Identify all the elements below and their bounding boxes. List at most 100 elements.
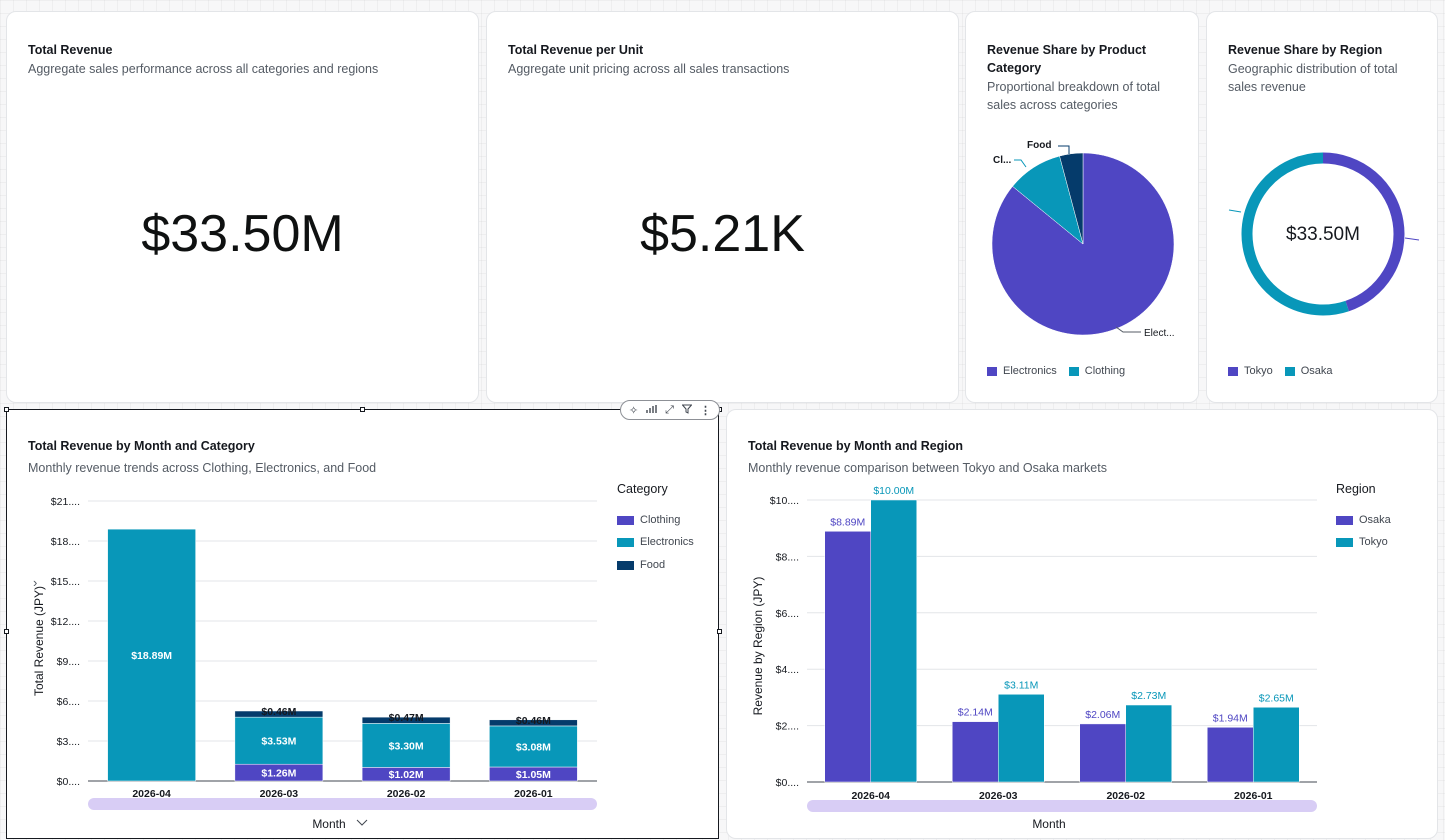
legend-item-osaka[interactable]: Osaka	[1336, 514, 1391, 526]
resize-handle[interactable]	[360, 407, 365, 412]
legend-item-clothing[interactable]: Clothing	[617, 514, 680, 526]
bar-osaka-2026-02[interactable]	[1079, 723, 1126, 783]
pie-category-card[interactable]: Revenue Share by Product Category Propor…	[965, 11, 1199, 403]
legend-label: Tokyo	[1244, 365, 1273, 377]
legend-label: Osaka	[1359, 514, 1391, 526]
callout-label-food: Food	[1027, 140, 1051, 151]
y-tick-label: $12....	[51, 616, 80, 628]
card-subtitle-line: sales revenue	[1228, 80, 1306, 94]
visual-toolbar: ✧ ⤢ ⋮	[620, 400, 720, 420]
donut-region-card[interactable]: Revenue Share by Region Geographic distr…	[1206, 11, 1438, 403]
data-label: $1.94M	[1213, 712, 1248, 724]
y-tick-label: $0....	[57, 776, 80, 788]
card-title-line: Category	[987, 61, 1042, 75]
bar-tokyo-2026-03[interactable]	[998, 694, 1045, 783]
legend-label: Food	[640, 559, 666, 571]
donut-legend: Tokyo Osaka	[1228, 365, 1333, 377]
data-label: $3.08M	[516, 741, 551, 753]
data-label: $3.30M	[389, 740, 424, 752]
card-title: Total Revenue per Unit	[508, 43, 644, 57]
resize-handle[interactable]	[4, 407, 9, 412]
bar-electronics-2026-03[interactable]	[234, 716, 324, 765]
expand-icon[interactable]: ⤢	[665, 403, 674, 416]
x-scroll-track[interactable]	[88, 798, 597, 810]
card-subtitle: Aggregate unit pricing across all sales …	[508, 62, 790, 76]
legend-swatch	[617, 560, 634, 570]
legend-item-electronics[interactable]: Electronics	[617, 536, 694, 548]
x-axis-chevron-icon[interactable]	[356, 819, 368, 826]
data-label: $8.89M	[830, 516, 865, 528]
sparkle-icon[interactable]: ✧	[628, 404, 639, 417]
bar-food-2026-03[interactable]	[234, 710, 324, 718]
data-label: $1.02M	[389, 769, 424, 781]
data-label: $2.73M	[1131, 690, 1166, 702]
legend-swatch	[617, 515, 634, 525]
bar-electronics-2026-01[interactable]	[489, 725, 578, 768]
bar-osaka-2026-03[interactable]	[952, 721, 999, 783]
x-tick-label: 2026-02	[1106, 790, 1145, 802]
x-axis-label: Month	[312, 817, 345, 831]
kpi-revenue-per-unit-card[interactable]: Total Revenue per Unit Aggregate unit pr…	[486, 11, 959, 403]
y-tick-label: $4....	[776, 664, 799, 676]
legend-title: Region	[1336, 482, 1376, 496]
card-subtitle: Proportional breakdown of total sales ac…	[987, 78, 1160, 114]
bar-electronics-2026-04[interactable]	[107, 528, 196, 782]
card-subtitle-line: sales across categories	[987, 98, 1118, 112]
card-title: Total Revenue by Month and Category	[28, 439, 255, 453]
kpi-value: $33.50M	[141, 205, 344, 263]
legend-swatch	[1284, 366, 1295, 376]
resize-handle[interactable]	[4, 629, 9, 634]
bar-food-2026-01[interactable]	[489, 719, 578, 727]
more-options-icon[interactable]: ⋮	[699, 404, 711, 417]
callout-label-electronics: Elect...	[1144, 328, 1175, 339]
y-tick-label: $8....	[776, 551, 799, 563]
callout-line-electronics	[1115, 326, 1141, 333]
y-tick-label: $15....	[51, 576, 80, 588]
legend-label: Clothing	[640, 514, 681, 526]
pie-slice-food[interactable]	[1059, 152, 1084, 245]
bar-osaka-2026-04[interactable]	[824, 531, 871, 783]
y-tick-label: $2....	[776, 721, 799, 733]
y-axis-label: Total Revenue (JPY)	[32, 586, 46, 696]
donut-slice-osaka[interactable]	[1322, 152, 1405, 312]
bar-tokyo-2026-04[interactable]	[870, 499, 917, 783]
y-tick-label: $21....	[51, 496, 80, 508]
card-subtitle-line: Geographic distribution of total	[1228, 62, 1398, 76]
bar-tokyo-2026-02[interactable]	[1125, 704, 1172, 783]
chart-type-icon[interactable]	[646, 404, 657, 417]
bar-category-card[interactable]: ✧ ⤢ ⋮ Total Revenue by Month and Categor…	[4, 400, 722, 839]
legend-swatch	[1228, 366, 1238, 376]
bar-osaka-2026-01[interactable]	[1207, 727, 1254, 783]
kpi-total-revenue-card[interactable]: Total Revenue Aggregate sales performanc…	[6, 11, 479, 403]
data-label: $1.26M	[261, 768, 296, 780]
y-tick-label: $18....	[51, 536, 80, 548]
data-label: $1.05M	[516, 769, 551, 781]
x-scroll-track[interactable]	[807, 800, 1317, 812]
callout-line-food	[1058, 145, 1070, 154]
region-bar-chart: $8.89M $10.00M $2.14M $3.11M $2.06M $2.73M $1.…	[751, 485, 1317, 831]
legend-swatch	[1336, 515, 1353, 525]
x-tick-label: 2026-03	[260, 788, 299, 800]
filter-icon[interactable]	[681, 404, 693, 417]
donut-slice-tokyo[interactable]	[1241, 152, 1349, 316]
bar-food-2026-02[interactable]	[361, 716, 451, 724]
y-tick-label: $3....	[57, 736, 80, 748]
data-label: $2.65M	[1259, 692, 1294, 704]
x-tick-label: 2026-01	[514, 788, 553, 800]
data-label: $2.06M	[1085, 709, 1120, 721]
legend-swatch	[1068, 366, 1079, 376]
bar-electronics-2026-02[interactable]	[361, 723, 451, 768]
bar-tokyo-2026-01[interactable]	[1253, 707, 1300, 783]
y-axis-label: Revenue by Region (JPY)	[751, 577, 765, 716]
legend-label: Osaka	[1300, 365, 1333, 377]
y-tick-label: $10....	[770, 495, 799, 507]
bar-region-card[interactable]: Total Revenue by Month and Region Monthl…	[726, 409, 1438, 839]
card-title: Revenue Share by Product Category	[987, 41, 1146, 77]
data-label: $18.89M	[131, 650, 172, 662]
legend-swatch	[617, 537, 634, 547]
card-subtitle: Monthly revenue trends across Clothing, …	[28, 461, 377, 475]
legend-item-tokyo[interactable]: Tokyo	[1336, 536, 1388, 548]
legend-item-food[interactable]: Food	[617, 559, 665, 571]
collapse-chevron-icon[interactable]: ›	[33, 575, 38, 590]
resize-handle[interactable]	[717, 629, 722, 634]
